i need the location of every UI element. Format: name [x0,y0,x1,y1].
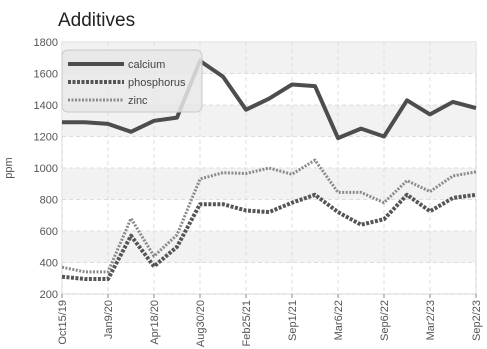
series-line-phosphorus [61,192,477,281]
x-tick-label: Aug30/20 [195,300,207,347]
y-tick-label: 1200 [34,132,58,144]
legend: calcium phosphorus zinc [61,49,203,113]
x-tick-label: Sep2/23 [471,300,483,341]
legend-label-phosphorus: phosphorus [128,77,186,89]
x-tick-label: Oct15/19 [57,300,69,345]
y-tick-label: 1600 [34,69,58,81]
y-tick-label: 400 [40,258,58,270]
y-tick-label: 800 [40,195,58,207]
y-tick-label: 600 [40,226,58,238]
y-tick-label: 1800 [34,37,58,49]
x-tick-label: Apr18/20 [149,300,161,345]
x-tick-label: Mar2/23 [425,300,437,340]
y-axis-label: ppm [3,157,15,178]
series-line-calcium [62,58,477,141]
y-axis-ticks: 200 400 600 800 1000 1200 1400 1600 1800 [34,37,58,301]
x-tick-label: Jan9/20 [103,300,115,339]
x-tick-label: Mar6/22 [333,300,345,340]
y-tick-label: 200 [40,289,58,301]
x-tick-label: Sep1/21 [287,300,299,341]
legend-label-calcium: calcium [128,59,165,71]
series-lines [61,58,477,281]
grid-band [62,168,476,200]
y-tick-label: 1400 [34,100,58,112]
x-tick-label: Feb25/21 [241,300,253,346]
x-tick-label: Sep6/22 [379,300,391,341]
y-tick-label: 1000 [34,163,58,175]
x-axis-ticks: Oct15/19 Jan9/20 Apr18/20 Aug30/20 Feb25/21 S… [57,294,483,347]
legend-label-zinc: zinc [128,95,148,107]
chart-title: Additives [58,10,135,31]
